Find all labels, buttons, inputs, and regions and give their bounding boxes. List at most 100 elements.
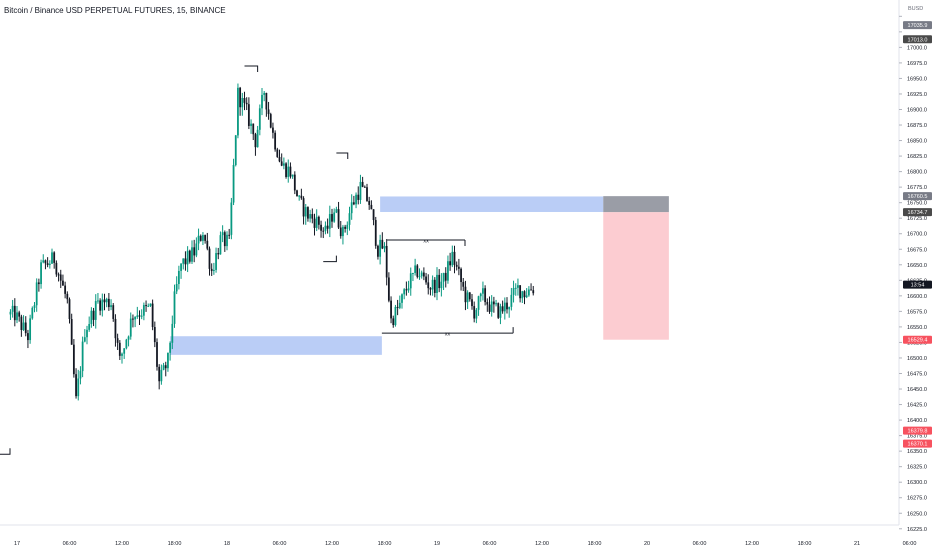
candle-body — [532, 290, 534, 293]
candle-body — [117, 338, 119, 343]
candle-body — [101, 300, 103, 311]
candle-body — [263, 93, 265, 95]
price-tick-label: 16950.0 — [907, 76, 927, 82]
candle-body — [379, 240, 381, 257]
candle-body — [480, 294, 482, 297]
price-tick-label: 16575.0 — [907, 309, 927, 315]
candle-body — [226, 235, 228, 246]
candle-body — [160, 370, 162, 381]
candle-body — [340, 228, 342, 237]
candle-body — [136, 315, 138, 317]
stop-zone[interactable] — [603, 196, 669, 212]
candle-body — [482, 288, 484, 293]
candle-body — [195, 243, 197, 255]
candle-body — [38, 282, 40, 284]
candle-body — [169, 343, 171, 353]
candle-body — [29, 318, 31, 340]
candle-body — [31, 308, 33, 319]
candle-body — [154, 327, 156, 342]
candle-body — [121, 354, 123, 356]
supply-zone[interactable] — [380, 196, 603, 212]
price-tick-label: 16600.0 — [907, 294, 927, 300]
candle-body — [497, 303, 499, 318]
candle-body — [237, 88, 239, 136]
candle-body — [526, 295, 528, 297]
price-tick-label: 16225.0 — [907, 527, 927, 533]
candle-body — [257, 130, 259, 147]
candle-body — [384, 246, 386, 249]
candle-body — [20, 317, 22, 330]
candle-body — [64, 286, 66, 294]
price-badge-label: 16529.4 — [908, 338, 928, 344]
candle-body — [200, 236, 202, 241]
candle-body — [90, 311, 92, 324]
candle-body — [484, 288, 486, 302]
candle-body — [311, 214, 313, 219]
symbol-title: Bitcoin / Binance USD PERPETUAL FUTURES,… — [4, 6, 226, 15]
candle-body — [316, 217, 318, 228]
candle-body — [25, 323, 27, 334]
candle-body — [298, 196, 300, 197]
candle-body — [206, 241, 208, 249]
candle-body — [182, 258, 184, 263]
high-marker-mid[interactable] — [336, 153, 347, 159]
demand-zone[interactable] — [170, 336, 382, 355]
candle-body — [475, 310, 477, 319]
candle-body — [259, 108, 261, 129]
candle-body — [513, 288, 515, 295]
time-tick-label: 12:00 — [325, 541, 339, 547]
time-tick-label: 18:00 — [588, 541, 602, 547]
candle-body — [290, 167, 292, 177]
candle-body — [36, 282, 38, 305]
candle-body — [222, 232, 224, 235]
candle-body — [342, 227, 344, 236]
price-tick-label: 16675.0 — [907, 247, 927, 253]
candle-body — [110, 305, 112, 307]
price-tick-label: 16700.0 — [907, 232, 927, 238]
candle-body — [171, 324, 173, 343]
candle-body — [292, 175, 294, 177]
candle-body — [471, 299, 473, 306]
candle-body — [16, 312, 18, 320]
price-axis[interactable]: BUSD 17000.0 16975.0 16950.0 16925.0 16900.0 1… — [899, 0, 927, 533]
candle-body — [125, 340, 127, 349]
high-marker-top[interactable] — [245, 66, 258, 72]
target-zone[interactable] — [603, 212, 669, 340]
low-marker-mid[interactable] — [323, 256, 336, 262]
candle-body — [274, 133, 276, 150]
candle-body — [521, 291, 523, 298]
price-tick-label: 16825.0 — [907, 154, 927, 160]
candle-body — [230, 203, 232, 235]
time-tick-label: 12:00 — [535, 541, 549, 547]
candle-body — [491, 302, 493, 312]
candle-body — [281, 161, 283, 165]
candle-body — [139, 315, 141, 316]
candle-body — [261, 95, 263, 108]
drawing-levels[interactable]: xx xx — [0, 66, 513, 454]
candle-body — [366, 187, 368, 201]
candle-body — [500, 306, 502, 318]
candle-body — [265, 93, 267, 109]
price-badge-label: 16760.5 — [908, 194, 928, 200]
price-tick-label: 16475.0 — [907, 371, 927, 377]
price-badge-label: 13:54 — [911, 283, 925, 289]
price-tick-label: 16725.0 — [907, 216, 927, 222]
low-marker-left[interactable] — [0, 448, 10, 454]
time-tick-label: 18 — [224, 541, 230, 547]
candle-body — [320, 225, 322, 231]
candle-body — [427, 282, 429, 288]
candle-body — [300, 196, 302, 198]
time-axis[interactable]: 17 06:00 12:00 18:00 18 06:00 12:00 18:00 19 06:0… — [0, 525, 916, 547]
candle-body — [495, 303, 497, 304]
time-tick-label: 19 — [434, 541, 440, 547]
candle-body — [395, 307, 397, 325]
candle-body — [287, 167, 289, 177]
candle-body — [478, 296, 480, 310]
candle-body — [250, 124, 252, 126]
time-tick-label: 17 — [14, 541, 20, 547]
candle-body — [246, 103, 248, 104]
candle-body — [375, 220, 377, 246]
candle-body — [202, 235, 204, 241]
